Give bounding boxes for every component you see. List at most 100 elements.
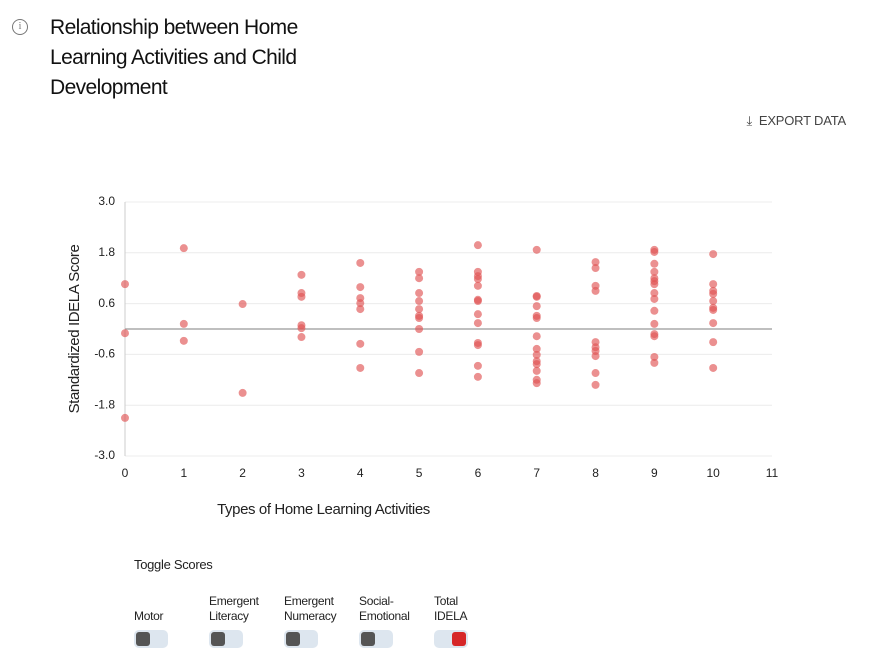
toggle: Total IDELA <box>434 590 509 648</box>
toggle-knob <box>286 632 300 646</box>
point <box>473 361 482 370</box>
point <box>415 313 424 322</box>
point <box>121 329 129 338</box>
point <box>415 347 424 356</box>
point <box>473 341 482 350</box>
x-tick-label: 9 <box>651 466 658 480</box>
toggle-knob <box>361 632 375 646</box>
toggle-switch[interactable] <box>209 630 243 648</box>
point <box>591 258 600 267</box>
point <box>473 372 482 381</box>
toggle-switch[interactable] <box>434 630 468 648</box>
point <box>356 339 365 348</box>
point <box>650 319 659 328</box>
x-tick-label: 5 <box>416 466 423 480</box>
y-axis-label: Standardized IDELA Score <box>66 245 83 414</box>
point <box>650 259 659 268</box>
y-tick-label: -1.8 <box>94 397 115 411</box>
point <box>650 358 659 367</box>
point <box>650 294 659 303</box>
point <box>473 297 482 306</box>
toggle-label: Motor <box>134 609 164 623</box>
page-title: Relationship between Home Learning Activ… <box>50 16 298 99</box>
point <box>297 292 306 301</box>
x-tick-label: 7 <box>533 466 540 480</box>
toggle-label: Emergent Literacy <box>209 594 259 623</box>
x-tick-label: 2 <box>239 466 246 480</box>
y-tick-label: 1.8 <box>98 245 115 259</box>
point <box>121 280 129 289</box>
y-tick-label: 3.0 <box>98 194 115 208</box>
point <box>532 292 541 301</box>
export-label: EXPORT DATA <box>758 113 846 128</box>
point <box>473 319 482 328</box>
point <box>650 289 659 298</box>
point <box>473 241 482 250</box>
point <box>709 363 718 372</box>
toggle: Emergent Numeracy <box>284 590 359 648</box>
x-tick-label: 10 <box>707 466 721 480</box>
point <box>709 305 718 314</box>
point <box>532 344 541 353</box>
point <box>591 369 600 378</box>
point <box>650 247 659 256</box>
chart: -3.0 -1.8 -0.6 0.6 1.8 3.0 0 1 2 3 4 5 6 7 8 9 10 11 Types… <box>66 194 779 518</box>
point <box>650 332 659 341</box>
x-tick-label: 1 <box>180 466 187 480</box>
y-tick-label: 0.6 <box>98 296 115 310</box>
point <box>591 380 600 389</box>
x-axis-label: Types of Home Learning Activities <box>217 501 430 518</box>
point <box>415 369 424 378</box>
point <box>532 379 541 388</box>
point <box>415 297 424 306</box>
toggle-title: Toggle Scores <box>134 557 213 572</box>
point <box>356 283 365 292</box>
point <box>297 333 306 342</box>
point <box>179 336 188 345</box>
point <box>415 289 424 298</box>
toggle: Emergent Literacy <box>209 590 284 648</box>
y-tick-label: -0.6 <box>94 347 115 361</box>
point <box>238 388 247 397</box>
point <box>709 338 718 347</box>
toggle-group: Motor Emergent Literacy Emergent Numeracy S… <box>134 590 509 648</box>
toggle-label: Total IDELA <box>434 594 468 623</box>
point <box>591 264 600 273</box>
x-tick-label: 4 <box>357 466 364 480</box>
point <box>591 352 600 361</box>
point <box>356 258 365 267</box>
toggle-knob <box>136 632 150 646</box>
point <box>532 332 541 341</box>
info-icon[interactable]: i <box>12 19 28 35</box>
point <box>709 289 718 298</box>
toggle-switch[interactable] <box>284 630 318 648</box>
point <box>238 300 247 309</box>
point <box>473 275 482 284</box>
toggle-knob <box>452 632 466 646</box>
point <box>709 297 718 306</box>
point <box>415 305 424 314</box>
download-icon: ⤓ <box>746 113 753 128</box>
toggle-switch[interactable] <box>134 630 168 648</box>
point <box>415 267 424 276</box>
point <box>473 281 482 290</box>
x-tick-label: 11 <box>766 466 779 480</box>
point <box>650 280 659 289</box>
point <box>532 366 541 375</box>
point <box>532 313 541 322</box>
toggle: Social-Emotional <box>359 590 434 648</box>
point <box>532 350 541 359</box>
point <box>709 319 718 328</box>
x-tick-label: 0 <box>122 466 129 480</box>
export-button[interactable]: ⤓ EXPORT DATA <box>746 113 846 129</box>
point <box>179 244 188 253</box>
x-tick-label: 6 <box>475 466 482 480</box>
point <box>650 267 659 276</box>
point <box>473 310 482 319</box>
toggle-knob <box>211 632 225 646</box>
point <box>650 306 659 315</box>
toggle-label: Emergent Numeracy <box>284 594 337 623</box>
point <box>415 325 424 333</box>
point <box>297 324 306 333</box>
toggle-switch[interactable] <box>359 630 393 648</box>
